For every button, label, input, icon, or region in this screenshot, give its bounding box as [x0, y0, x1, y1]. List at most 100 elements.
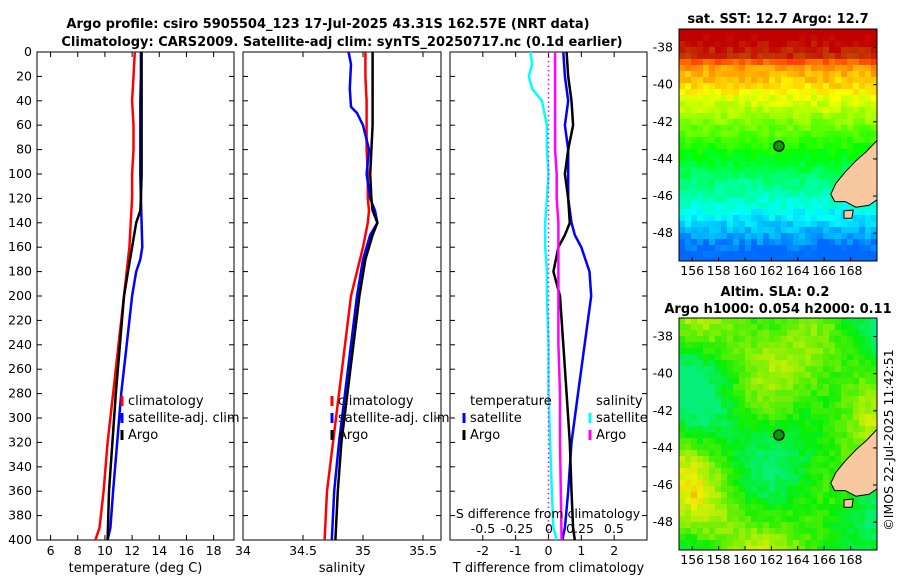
map-cell: [703, 143, 710, 150]
map-cell: [853, 342, 860, 349]
map-cell: [787, 251, 794, 258]
map-cell: [853, 89, 860, 96]
map-cell: [805, 71, 812, 78]
map-cell: [727, 522, 734, 529]
x-tick-label: 8: [74, 543, 82, 558]
map-cell: [763, 107, 770, 114]
map-cell: [697, 450, 704, 457]
map-cell: [823, 396, 830, 403]
map-cell: [703, 360, 710, 367]
map-cell: [775, 161, 782, 168]
map-cell: [721, 149, 728, 156]
map-cell: [805, 366, 812, 373]
map-cell: [703, 119, 710, 126]
map-cell: [745, 378, 752, 385]
map-cell: [775, 408, 782, 415]
map-cell: [841, 426, 848, 433]
map-cell: [817, 444, 824, 451]
map-cell: [715, 402, 722, 409]
map-cell: [757, 534, 764, 541]
map-cell: [727, 492, 734, 499]
map-cell: [775, 396, 782, 403]
map-cell: [775, 318, 782, 325]
x-tick-label: 10: [97, 543, 113, 558]
map-cell: [835, 426, 842, 433]
map-cell: [745, 53, 752, 60]
map-cell: [769, 540, 776, 547]
map-cell: [775, 245, 782, 252]
map-cell: [751, 227, 758, 234]
map-cell: [691, 191, 698, 198]
map-cell: [781, 528, 788, 535]
map-cell: [769, 348, 776, 355]
map-cell: [793, 71, 800, 78]
map-cell: [739, 426, 746, 433]
map-cell: [715, 143, 722, 150]
map-cell: [709, 450, 716, 457]
map-cell: [685, 185, 692, 192]
map-cell: [859, 257, 866, 261]
map-cell: [733, 101, 740, 108]
map-cell: [817, 143, 824, 150]
map-cell: [781, 534, 788, 541]
map-cell: [799, 546, 806, 550]
map-cell: [733, 390, 740, 397]
map-cell: [835, 384, 842, 391]
map-cell: [715, 462, 722, 469]
map-cell: [805, 155, 812, 162]
map-cell: [685, 354, 692, 361]
map-cell: [799, 324, 806, 331]
map-cell: [745, 492, 752, 499]
map-cell: [781, 215, 788, 222]
map-cell: [715, 360, 722, 367]
map-cell: [805, 492, 812, 499]
map-cell: [703, 149, 710, 156]
map-cell: [727, 480, 734, 487]
map-cell: [799, 354, 806, 361]
map-cell: [757, 215, 764, 222]
map-cell: [829, 450, 836, 457]
map-cell: [769, 396, 776, 403]
map-cell: [697, 510, 704, 517]
map-cell: [745, 498, 752, 505]
map-cell: [703, 522, 710, 529]
map-cell: [763, 504, 770, 511]
map-cell: [817, 318, 824, 325]
map-cell: [757, 77, 764, 84]
map-cell: [847, 432, 854, 439]
map-cell: [811, 161, 818, 168]
map-cell: [847, 161, 854, 168]
map-cell: [679, 215, 686, 222]
map-cell: [709, 444, 716, 451]
x-tick-label: 14: [151, 543, 167, 558]
map-cell: [817, 522, 824, 529]
map-cell: [763, 29, 770, 36]
map-cell: [745, 125, 752, 132]
map-cell: [787, 173, 794, 180]
map-cell: [835, 239, 842, 246]
map-cell: [781, 366, 788, 373]
map-cell: [757, 119, 764, 126]
map-cell: [865, 402, 872, 409]
map-cell: [715, 378, 722, 385]
map-cell: [715, 528, 722, 535]
map-cell: [817, 131, 824, 138]
map-cell: [733, 414, 740, 421]
map-cell: [763, 348, 770, 355]
map-cell: [871, 125, 877, 132]
map-frame: [678, 28, 878, 262]
map-cell: [679, 71, 686, 78]
map-cell: [721, 137, 728, 144]
map-cell: [709, 402, 716, 409]
series-s-satellite: [527, 51, 558, 541]
map-cell: [703, 534, 710, 541]
map-cell: [715, 468, 722, 475]
map-cell: [751, 480, 758, 487]
map-cell: [703, 414, 710, 421]
map-cell: [685, 318, 692, 325]
map-cell: [829, 83, 836, 90]
map-cell: [775, 221, 782, 228]
map-cell: [775, 462, 782, 469]
map-cell: [691, 480, 698, 487]
map-cell: [769, 179, 776, 186]
